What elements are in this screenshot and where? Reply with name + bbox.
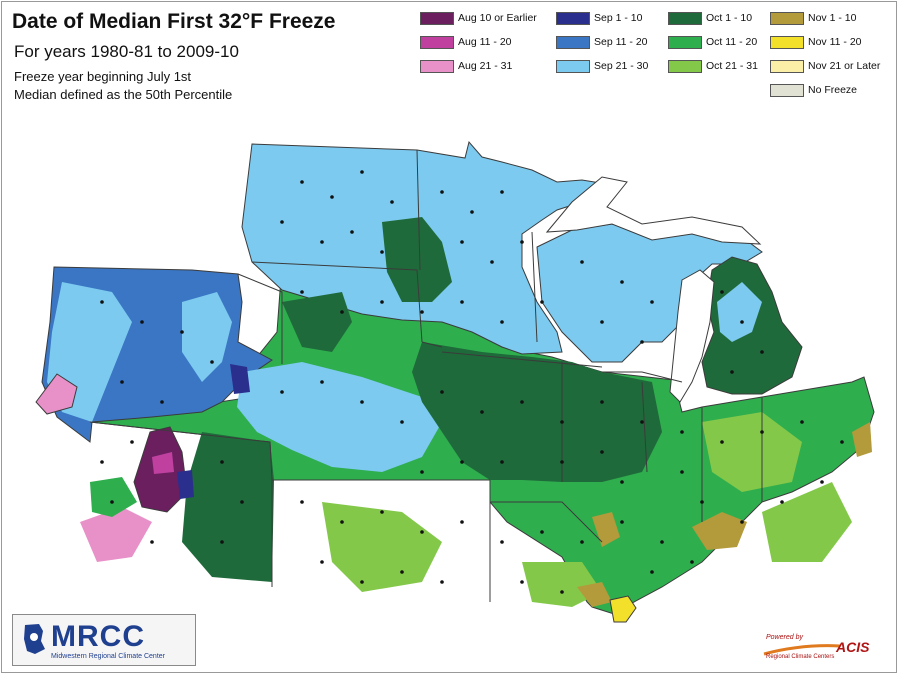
legend: Aug 10 or Earlier Aug 11 - 20 Aug 21 - 3… <box>420 10 892 106</box>
region-central-lightblue <box>237 362 442 472</box>
legend-label: Nov 1 - 10 <box>808 12 857 24</box>
legend-swatch <box>770 59 804 73</box>
map-title: Date of Median First 32°F Freeze <box>12 10 336 33</box>
legend-item: Sep 21 - 30 <box>556 58 648 74</box>
freeze-year-note: Freeze year beginning July 1st <box>14 69 192 84</box>
state-borders <box>89 149 763 602</box>
legend-item: Sep 1 - 10 <box>556 10 642 26</box>
region-olive-1 <box>692 512 747 550</box>
legend-item: Nov 21 or Later <box>770 58 880 74</box>
region-lower-michigan-light <box>717 282 762 342</box>
legend-swatch <box>556 11 590 25</box>
legend-item: Oct 1 - 10 <box>668 10 752 26</box>
legend-swatch <box>556 35 590 49</box>
legend-item: Nov 1 - 10 <box>770 10 856 26</box>
region-south-lightgreen-4 <box>762 482 852 562</box>
region-mountain-dark-blue-2 <box>177 470 194 499</box>
region-mountain-pink-left <box>35 373 78 415</box>
legend-item: Sep 11 - 20 <box>556 34 648 50</box>
mrcc-logo: MRCC Midwestern Regional Climate Center <box>12 614 196 666</box>
legend-swatch <box>420 11 454 25</box>
midwest-map-icon <box>24 624 45 654</box>
legend-label: Aug 11 - 20 <box>458 36 512 48</box>
legend-item: Oct 21 - 31 <box>668 58 758 74</box>
lake-superior <box>545 176 762 245</box>
legend-item: No Freeze <box>770 82 857 98</box>
legend-swatch <box>420 35 454 49</box>
legend-label: Sep 11 - 20 <box>594 36 648 48</box>
region-mountain-dark-blue-1 <box>230 364 250 394</box>
legend-item: Oct 11 - 20 <box>668 34 757 50</box>
acis-prefix: Powered by <box>766 634 803 641</box>
legend-label: No Freeze <box>808 84 858 96</box>
region-nd-darkgreen <box>382 217 452 302</box>
legend-item: Nov 11 - 20 <box>770 34 862 50</box>
legend-label: Aug 10 or Earlier <box>458 12 537 24</box>
legend-swatch <box>770 83 804 97</box>
region-south-lightgreen-2 <box>522 562 602 607</box>
mrcc-logo-subtitle: Midwestern Regional Climate Center <box>51 653 165 660</box>
legend-item: Aug 10 or Earlier <box>420 10 537 26</box>
median-note: Median defined as the 50th Percentile <box>14 87 233 102</box>
acis-credit: Powered by ACIS Regional Climate Centers <box>762 632 892 664</box>
legend-swatch <box>668 35 702 49</box>
legend-label: Oct 21 - 31 <box>706 60 758 72</box>
legend-swatch <box>668 11 702 25</box>
acis-name: ACIS <box>836 639 870 655</box>
swoosh-icon <box>763 644 841 656</box>
legend-swatch <box>770 11 804 25</box>
map-subtitle: For years 1980-81 to 2009-10 <box>14 42 239 61</box>
region-mountain-pink-light <box>80 507 152 562</box>
legend-label: Oct 11 - 20 <box>706 36 758 48</box>
region-mountain-magenta-light <box>152 452 174 474</box>
region-olive-4 <box>852 422 872 457</box>
region-west-lightblue-2 <box>182 292 232 382</box>
region-central-darkgreen <box>412 342 662 482</box>
legend-item: Aug 21 - 31 <box>420 58 512 74</box>
region-sd-darkgreen <box>282 292 352 352</box>
legend-item: Aug 11 - 20 <box>420 34 512 50</box>
region-mountain-green-west <box>90 477 137 517</box>
legend-swatch <box>556 59 590 73</box>
legend-swatch <box>770 35 804 49</box>
legend-label: Sep 1 - 10 <box>594 12 643 24</box>
mrcc-logo-name: MRCC <box>51 620 145 653</box>
legend-label: Aug 21 - 31 <box>458 60 513 72</box>
legend-label: Nov 21 or Later <box>808 60 881 72</box>
acis-subtitle: Regional Climate Centers <box>766 654 835 660</box>
region-yellow-tip <box>609 595 637 623</box>
legend-label: Oct 1 - 10 <box>706 12 753 24</box>
region-olive-2 <box>592 512 620 547</box>
lake-michigan <box>669 269 715 403</box>
region-south-lightgreen-3 <box>702 412 802 492</box>
legend-label: Nov 11 - 20 <box>808 36 862 48</box>
legend-swatch <box>420 59 454 73</box>
region-south-lightgreen-1 <box>322 502 442 592</box>
region-olive-3 <box>577 582 612 607</box>
legend-label: Sep 21 - 30 <box>594 60 649 72</box>
region-west-darkgreen <box>182 432 274 582</box>
station-dots <box>100 170 844 594</box>
legend-swatch <box>668 59 702 73</box>
